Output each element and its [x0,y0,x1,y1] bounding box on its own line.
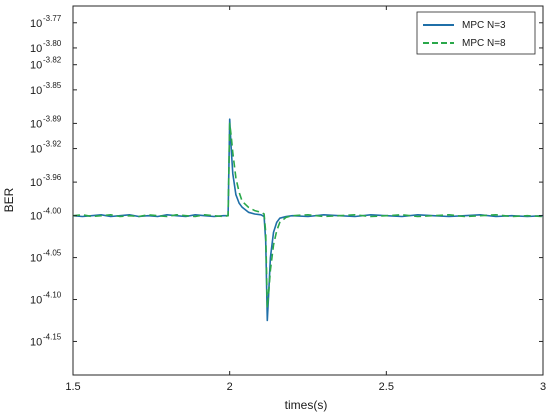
x-tick-label: 1.5 [65,381,80,393]
legend-box [416,11,536,55]
y-tick-label-base: 10 [30,336,42,348]
legend-label-mpc-n8: MPC N=8 [462,38,506,49]
y-tick-label-base: 10 [30,211,42,223]
y-tick-label-base: 10 [30,144,42,156]
x-tick-label: 2.5 [379,381,394,393]
x-tick-label: 3 [540,381,546,393]
y-axis-label: BER [2,187,16,212]
y-tick-label-exponent: -3.89 [43,114,62,123]
y-tick-label-base: 10 [30,43,42,55]
y-tick-label-base: 10 [30,177,42,189]
y-tick-label-exponent: -3.77 [43,14,62,23]
series-layer [72,118,544,322]
y-tick-label-exponent: -4.05 [43,249,62,258]
x-tick-label: 2 [227,381,233,393]
y-tick-label-base: 10 [30,18,42,30]
x-axis: 1.5 2 2.5 3 [65,6,546,393]
legend-label-mpc-n3: MPC N=3 [462,20,506,31]
y-tick-label-base: 10 [30,253,42,265]
y-tick-label-exponent: -3.80 [43,39,62,48]
y-tick-label-exponent: -3.92 [43,140,62,149]
y-tick-label-base: 10 [30,295,42,307]
y-tick-label-base: 10 [30,60,42,72]
y-tick-label-exponent: -4.15 [43,332,62,341]
y-tick-label-exponent: -3.96 [43,173,62,182]
y-tick-label-exponent: -3.82 [43,56,62,65]
y-tick-label-exponent: -4.00 [43,207,62,216]
legend: MPC N=3 MPC N=8 [416,11,536,55]
y-tick-label-exponent: -3.85 [43,81,62,90]
y-tick-label-exponent: -4.10 [43,291,62,300]
y-tick-label-base: 10 [30,118,42,130]
x-axis-label: times(s) [285,398,328,412]
plot-frame [72,5,544,376]
series-line-mpc-n8 [72,122,544,309]
y-tick-label-base: 10 [30,85,42,97]
